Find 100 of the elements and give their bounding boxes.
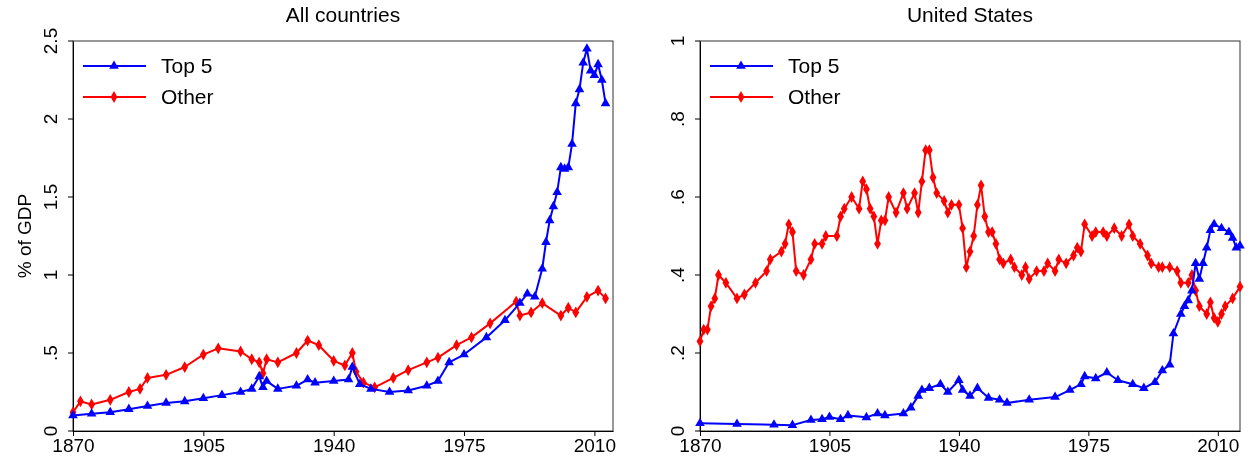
point bbox=[880, 409, 890, 419]
point bbox=[179, 395, 190, 405]
point bbox=[906, 402, 916, 411]
point bbox=[917, 384, 927, 393]
y-tick-label: 2.5 bbox=[40, 27, 61, 55]
x-tick-label: 1905 bbox=[808, 435, 852, 457]
point bbox=[924, 382, 935, 391]
point bbox=[824, 411, 835, 420]
point bbox=[600, 97, 611, 107]
x-tick-label: 1905 bbox=[182, 435, 225, 457]
x-tick-label: 1870 bbox=[679, 435, 722, 457]
point bbox=[1176, 308, 1186, 317]
point bbox=[1157, 365, 1168, 374]
point bbox=[1127, 378, 1138, 387]
point bbox=[695, 417, 705, 426]
point bbox=[1209, 218, 1219, 228]
y-axis-title: % of GDP bbox=[14, 193, 35, 279]
y-tick-label: 1 bbox=[667, 35, 688, 47]
point bbox=[965, 390, 975, 399]
point bbox=[1102, 366, 1112, 376]
point bbox=[589, 69, 600, 79]
point bbox=[570, 97, 581, 107]
x-tick-label: 2010 bbox=[573, 435, 617, 457]
point bbox=[124, 403, 134, 412]
point bbox=[1079, 370, 1090, 380]
point bbox=[861, 411, 872, 421]
point bbox=[578, 57, 589, 66]
point bbox=[1002, 397, 1012, 406]
x-tick-label: 2010 bbox=[1197, 435, 1240, 457]
y-tick-label: 0 bbox=[667, 425, 688, 437]
point bbox=[142, 400, 153, 409]
point bbox=[597, 74, 607, 83]
legend-label: Other bbox=[788, 85, 841, 108]
point bbox=[1076, 378, 1086, 387]
point bbox=[817, 413, 827, 423]
point bbox=[574, 83, 585, 93]
point bbox=[943, 386, 953, 395]
point bbox=[872, 407, 883, 417]
point bbox=[537, 263, 548, 272]
point bbox=[481, 331, 492, 341]
point bbox=[898, 407, 909, 417]
y-tick-label: .4 bbox=[667, 266, 688, 283]
point bbox=[1139, 382, 1149, 391]
point bbox=[769, 419, 779, 428]
chart-title: United States bbox=[906, 3, 1034, 26]
point bbox=[1205, 224, 1216, 233]
x-tick-label: 1975 bbox=[443, 435, 486, 457]
legend-label: Other bbox=[161, 85, 214, 108]
point bbox=[935, 378, 946, 387]
point bbox=[1065, 384, 1075, 393]
point bbox=[787, 419, 798, 428]
point bbox=[403, 384, 413, 394]
point bbox=[593, 58, 603, 68]
point bbox=[843, 409, 853, 419]
point bbox=[1227, 232, 1238, 241]
point bbox=[1194, 273, 1205, 282]
point bbox=[343, 373, 354, 383]
y-tick-label: .5 bbox=[40, 345, 61, 361]
point bbox=[328, 375, 339, 384]
point bbox=[552, 186, 562, 196]
point bbox=[459, 349, 469, 358]
point bbox=[1113, 374, 1123, 384]
point bbox=[1090, 372, 1101, 382]
point bbox=[957, 384, 968, 393]
point bbox=[444, 356, 454, 366]
y-tick-label: .6 bbox=[667, 189, 688, 205]
point bbox=[161, 397, 171, 406]
point bbox=[1150, 376, 1160, 386]
point bbox=[1179, 300, 1190, 309]
point bbox=[254, 370, 265, 380]
x-tick-label: 1940 bbox=[313, 435, 356, 457]
point bbox=[835, 413, 846, 423]
point bbox=[421, 380, 432, 389]
y-tick-label: .2 bbox=[667, 345, 688, 361]
point bbox=[983, 392, 994, 401]
point bbox=[529, 291, 540, 300]
point bbox=[522, 288, 533, 297]
point bbox=[217, 389, 227, 398]
point bbox=[954, 374, 964, 384]
point bbox=[548, 200, 559, 210]
legend-label: Top 5 bbox=[161, 54, 213, 77]
chart-title: All countries bbox=[285, 3, 401, 26]
point bbox=[994, 394, 1005, 403]
point bbox=[1183, 294, 1194, 304]
point bbox=[366, 383, 376, 392]
point bbox=[258, 381, 268, 391]
x-tick-label: 1975 bbox=[1067, 435, 1110, 457]
point bbox=[541, 236, 551, 246]
point bbox=[105, 406, 116, 416]
point bbox=[433, 375, 443, 384]
point bbox=[273, 383, 283, 392]
point bbox=[302, 373, 313, 383]
point bbox=[198, 392, 209, 402]
point bbox=[354, 378, 365, 387]
y-tick-label: 1.5 bbox=[40, 183, 61, 211]
y-tick-label: 0 bbox=[40, 425, 61, 437]
point bbox=[1024, 394, 1034, 403]
point bbox=[1198, 257, 1208, 267]
point bbox=[806, 414, 816, 423]
point bbox=[1201, 242, 1212, 251]
